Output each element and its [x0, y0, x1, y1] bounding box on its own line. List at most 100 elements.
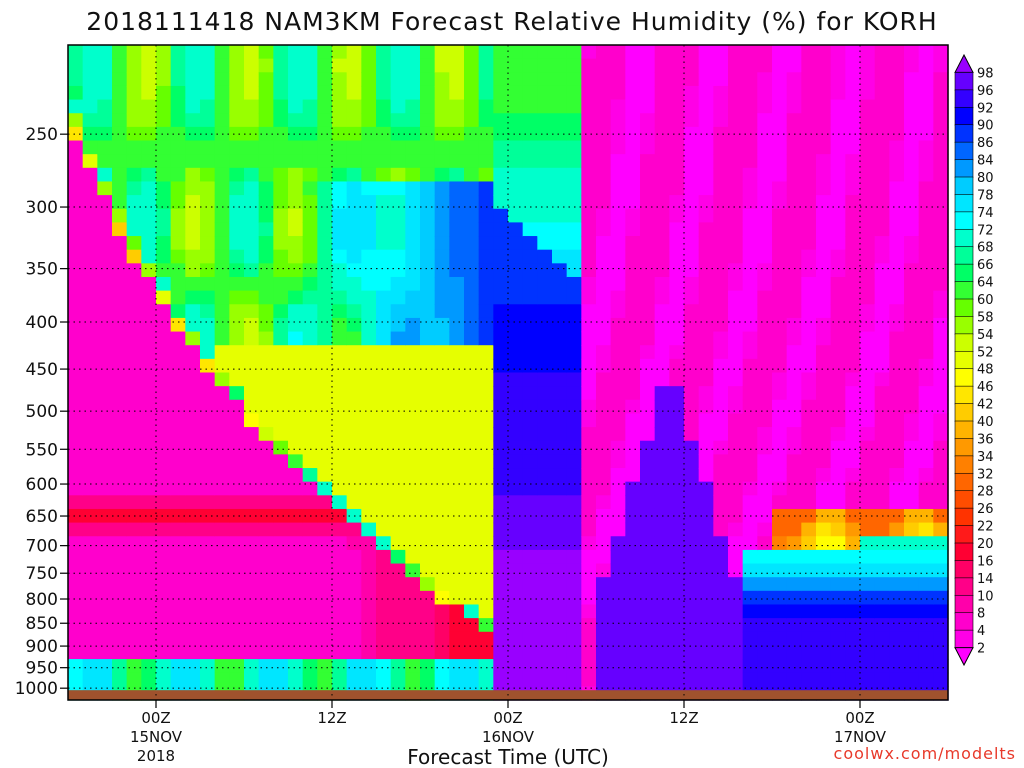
rh-cell [610, 440, 626, 455]
rh-cell [493, 167, 509, 183]
rh-cell [684, 85, 700, 101]
rh-cell [464, 672, 480, 687]
rh-cell [772, 427, 788, 442]
rh-cell [244, 345, 260, 360]
rh-cell [581, 495, 597, 510]
y-tick-label: 350 [26, 260, 58, 280]
colorbar-label: 26 [977, 502, 994, 517]
rh-cell [317, 659, 333, 674]
rh-cell [728, 331, 744, 346]
rh-cell [610, 208, 626, 223]
rh-cell [552, 481, 568, 496]
rh-cell [244, 536, 260, 551]
rh-cell [786, 358, 802, 374]
rh-cell [273, 195, 289, 210]
rh-cell [288, 481, 304, 496]
rh-cell [420, 263, 436, 278]
rh-cell [610, 222, 626, 237]
rh-cell [860, 290, 876, 305]
rh-cell [757, 358, 773, 374]
rh-cell [698, 290, 714, 305]
rh-cell [361, 154, 377, 169]
rh-cell [112, 386, 128, 401]
rh-cell [82, 399, 98, 415]
rh-cell [830, 113, 846, 128]
rh-cell [332, 331, 348, 346]
colorbar-swatch [954, 228, 974, 248]
rh-cell [244, 468, 260, 483]
colorbar-swatch [954, 350, 974, 370]
rh-cell [244, 263, 260, 278]
rh-cell [874, 604, 890, 619]
rh-cell [698, 113, 714, 128]
rh-cell [493, 195, 509, 210]
rh-cell [860, 454, 876, 469]
rh-cell [82, 645, 98, 660]
rh-cell [302, 195, 318, 210]
rh-cell [376, 85, 392, 101]
rh-cell [654, 290, 670, 305]
rh-cell [610, 345, 626, 360]
rh-cell [801, 481, 817, 496]
rh-cell [757, 659, 773, 674]
rh-cell [68, 672, 84, 687]
rh-cell [625, 386, 641, 401]
rh-cell [566, 45, 582, 60]
rh-cell [317, 331, 333, 346]
rh-cell [376, 386, 392, 401]
rh-cell [464, 631, 480, 647]
rh-cell [449, 386, 465, 401]
colorbar-label: 74 [977, 206, 994, 221]
rh-cell [82, 536, 98, 551]
rh-cell [200, 263, 216, 278]
rh-cell [669, 263, 685, 278]
rh-cell [830, 276, 846, 292]
rh-cell [405, 331, 421, 346]
rh-cell [845, 304, 861, 319]
rh-cell [713, 345, 729, 360]
rh-cell [493, 263, 509, 278]
rh-cell [317, 399, 333, 415]
rh-cell [786, 440, 802, 455]
rh-cell [522, 372, 538, 387]
rh-cell [478, 222, 494, 237]
rh-cell [332, 195, 348, 210]
rh-cell [434, 399, 450, 415]
rh-cell [332, 358, 348, 374]
rh-cell [816, 495, 832, 510]
rh-cell [376, 522, 392, 537]
rh-cell [566, 563, 582, 578]
rh-cell [522, 495, 538, 510]
rh-cell [596, 317, 612, 333]
rh-cell [346, 427, 362, 442]
colorbar-swatch [954, 507, 974, 527]
rh-cell [332, 549, 348, 565]
colorbar-swatch [954, 72, 974, 91]
rh-cell [493, 618, 509, 633]
rh-cell [390, 249, 406, 264]
rh-cell [522, 468, 538, 483]
rh-cell [801, 72, 817, 87]
rh-cell [156, 481, 172, 496]
rh-cell [346, 563, 362, 578]
rh-cell [244, 577, 260, 592]
rh-cell [229, 413, 245, 428]
rh-cell [376, 468, 392, 483]
rh-cell [610, 304, 626, 319]
rh-cell [742, 536, 758, 551]
rh-cell [786, 577, 802, 592]
rh-cell [625, 331, 641, 346]
rh-cell [185, 208, 201, 223]
colorbar-label: 80 [977, 171, 994, 186]
rh-cell [742, 440, 758, 455]
rh-cell [552, 195, 568, 210]
rh-cell [742, 236, 758, 251]
rh-cell [581, 522, 597, 537]
rh-cell [728, 222, 744, 237]
rh-cell [581, 454, 597, 469]
rh-cell [801, 195, 817, 210]
rh-cell [596, 427, 612, 442]
rh-cell [170, 358, 186, 374]
rh-cell [288, 317, 304, 333]
rh-cell [889, 126, 905, 142]
